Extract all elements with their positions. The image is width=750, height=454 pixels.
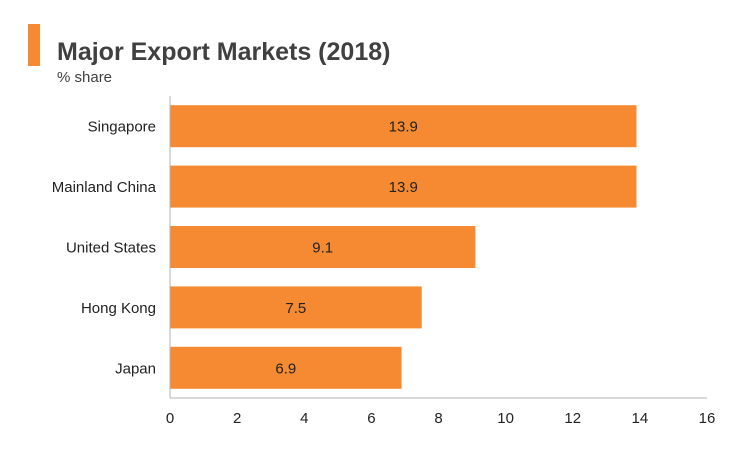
bar-singapore <box>170 105 637 148</box>
chart-title: Major Export Markets (2018) <box>57 38 390 66</box>
bar-hong-kong <box>170 286 422 329</box>
x-tick-label: 0 <box>166 410 174 427</box>
data-label: 9.1 <box>312 240 333 257</box>
bar-japan <box>170 346 402 389</box>
category-label: Mainland China <box>52 179 157 196</box>
data-label: 6.9 <box>275 360 296 377</box>
x-tick-label: 8 <box>434 410 442 427</box>
title-accent-bar <box>28 24 40 66</box>
category-label: Singapore <box>88 119 156 136</box>
x-tick-label: 6 <box>367 410 375 427</box>
bar-mainland-china <box>170 165 637 208</box>
bars-layer: 13.9 13.9 9.1 7.5 6.9 <box>170 105 637 389</box>
bar-united-states <box>170 226 476 268</box>
x-tick-label: 4 <box>300 410 308 427</box>
category-label: Japan <box>115 360 156 377</box>
data-label: 7.5 <box>285 300 306 317</box>
axis-layer: Singapore Mainland China United States Hong… <box>52 96 716 427</box>
x-tick-label: 2 <box>233 410 241 427</box>
x-tick-label: 10 <box>497 410 514 427</box>
x-tick-label: 12 <box>564 410 581 427</box>
chart-subtitle: % share <box>57 69 112 86</box>
data-label: 13.9 <box>389 179 418 196</box>
category-label: Hong Kong <box>81 300 156 317</box>
x-tick-label: 14 <box>632 410 649 427</box>
data-label: 13.9 <box>389 119 418 136</box>
x-tick-label: 16 <box>699 410 716 427</box>
category-label: United States <box>66 240 156 257</box>
